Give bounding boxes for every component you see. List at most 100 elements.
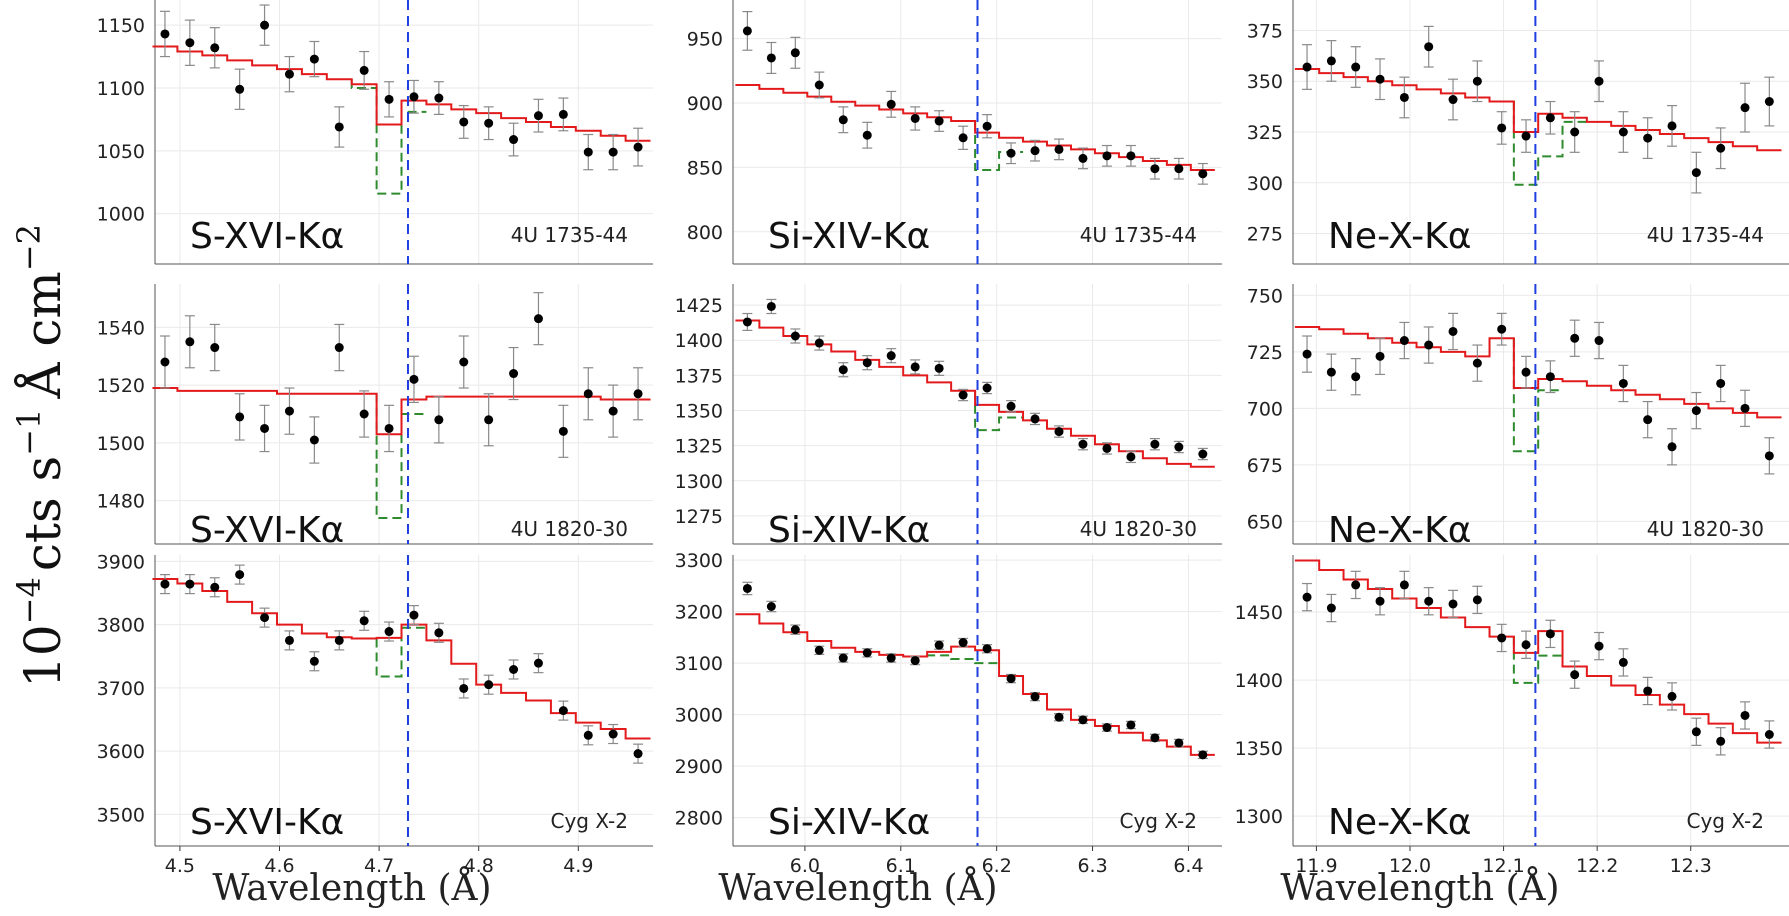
- x-tick-label: 12.1: [1482, 855, 1524, 877]
- y-label-prefix-exp: −4: [10, 577, 48, 624]
- y-tick-label: 1540: [97, 317, 145, 339]
- data-point: [633, 389, 643, 399]
- panel-2-3: 650 675 700 725 750 Ne-X-Kα 4U 1820-30: [1247, 284, 1789, 551]
- data-point: [958, 638, 968, 648]
- x-tick-label: 4.7: [364, 855, 394, 877]
- data-point: [359, 616, 369, 626]
- x-axis-label-col3: Wavelength (Å): [1280, 867, 1559, 909]
- data-point: [608, 406, 618, 416]
- data-point: [1448, 95, 1458, 105]
- y-label-main: cts s: [14, 456, 72, 571]
- y-tick-label: 850: [687, 157, 723, 179]
- data-point: [583, 389, 593, 399]
- data-point: [1326, 603, 1336, 613]
- data-point: [384, 627, 394, 637]
- data-point: [1570, 670, 1580, 680]
- data-point: [886, 99, 896, 109]
- data-point: [766, 602, 776, 612]
- data-point: [1716, 378, 1726, 388]
- y-tick-label: 1350: [675, 400, 723, 422]
- plot-area: [155, 555, 653, 846]
- data-point: [1472, 595, 1482, 605]
- data-point: [1448, 599, 1458, 609]
- line-id-label: Ne-X-Kα: [1328, 802, 1471, 843]
- data-point: [459, 683, 469, 693]
- data-point: [459, 357, 469, 367]
- data-point: [766, 53, 776, 63]
- model-step-curve: [735, 613, 1215, 756]
- data-point: [1691, 406, 1701, 416]
- data-point: [1054, 712, 1064, 722]
- data-point: [434, 628, 444, 638]
- data-point: [958, 390, 968, 400]
- data-point: [1326, 367, 1336, 377]
- x-tick-label: 6.2: [982, 855, 1012, 877]
- x-tick-label: 6.3: [1077, 855, 1107, 877]
- data-point: [1326, 56, 1336, 66]
- data-point: [1424, 596, 1434, 606]
- x-tick-label: 11.9: [1295, 855, 1337, 877]
- y-tick-label: 1400: [1235, 670, 1283, 692]
- data-point: [160, 357, 170, 367]
- data-point: [1006, 148, 1016, 158]
- y-tick-label: 675: [1247, 455, 1283, 477]
- x-tick-label: 12.2: [1576, 855, 1618, 877]
- data-point: [608, 729, 618, 739]
- y-tick-label: 3100: [675, 653, 723, 675]
- y-tick-label: 3200: [675, 602, 723, 624]
- data-point: [1716, 736, 1726, 746]
- plot-area: [155, 0, 653, 264]
- y-tick-label: 1450: [1235, 602, 1283, 624]
- data-point: [185, 337, 195, 347]
- data-point: [1691, 168, 1701, 178]
- data-point: [934, 363, 944, 373]
- x-tick-label: 4.9: [563, 855, 593, 877]
- data-point: [1399, 580, 1409, 590]
- y-tick-label: 1300: [675, 471, 723, 493]
- data-point: [185, 38, 195, 48]
- y-tick-label: 275: [1247, 224, 1283, 246]
- y-tick-label: 300: [1247, 173, 1283, 195]
- data-point: [1399, 336, 1409, 346]
- data-point: [1174, 442, 1184, 452]
- data-point: [583, 147, 593, 157]
- plot-area: [1293, 555, 1789, 846]
- data-point: [260, 423, 270, 433]
- data-point: [558, 706, 568, 716]
- data-point: [185, 579, 195, 589]
- data-point: [886, 653, 896, 663]
- panel-1-1: 1000 1050 1100 1150 S-XVI-Kα 4U 1735-44: [97, 0, 653, 265]
- data-point: [260, 20, 270, 30]
- line-id-label: S-XVI-Kα: [190, 802, 344, 843]
- data-point: [1375, 596, 1385, 606]
- data-point: [1424, 42, 1434, 52]
- data-point: [1174, 738, 1184, 748]
- data-point: [1594, 76, 1604, 86]
- data-point: [862, 358, 872, 368]
- data-point: [1030, 692, 1040, 702]
- data-point: [1078, 715, 1088, 725]
- y-tick-label: 1480: [97, 491, 145, 513]
- data-point: [766, 301, 776, 311]
- data-point: [1618, 378, 1628, 388]
- data-point: [982, 121, 992, 131]
- y-label-prefix: 10: [14, 624, 72, 688]
- data-point: [558, 109, 568, 119]
- data-point: [1102, 151, 1112, 161]
- data-point: [742, 26, 752, 36]
- data-point: [210, 582, 220, 592]
- panels-group: 1000 1050 1100 1150 S-XVI-Kα 4U 1735-44 800 850…: [97, 0, 1789, 877]
- data-point: [284, 69, 294, 79]
- y-tick-label: 350: [1247, 71, 1283, 93]
- y-label-unit: Å cm: [13, 271, 72, 399]
- y-tick-label: 1300: [1235, 806, 1283, 828]
- x-tick-label: 4.5: [165, 855, 195, 877]
- data-point: [862, 648, 872, 658]
- data-point: [1102, 443, 1112, 453]
- data-point: [1150, 164, 1160, 174]
- y-tick-label: 725: [1247, 342, 1283, 364]
- y-tick-label: 2800: [675, 808, 723, 830]
- data-point: [1150, 439, 1160, 449]
- data-point: [1030, 414, 1040, 424]
- data-point: [790, 331, 800, 341]
